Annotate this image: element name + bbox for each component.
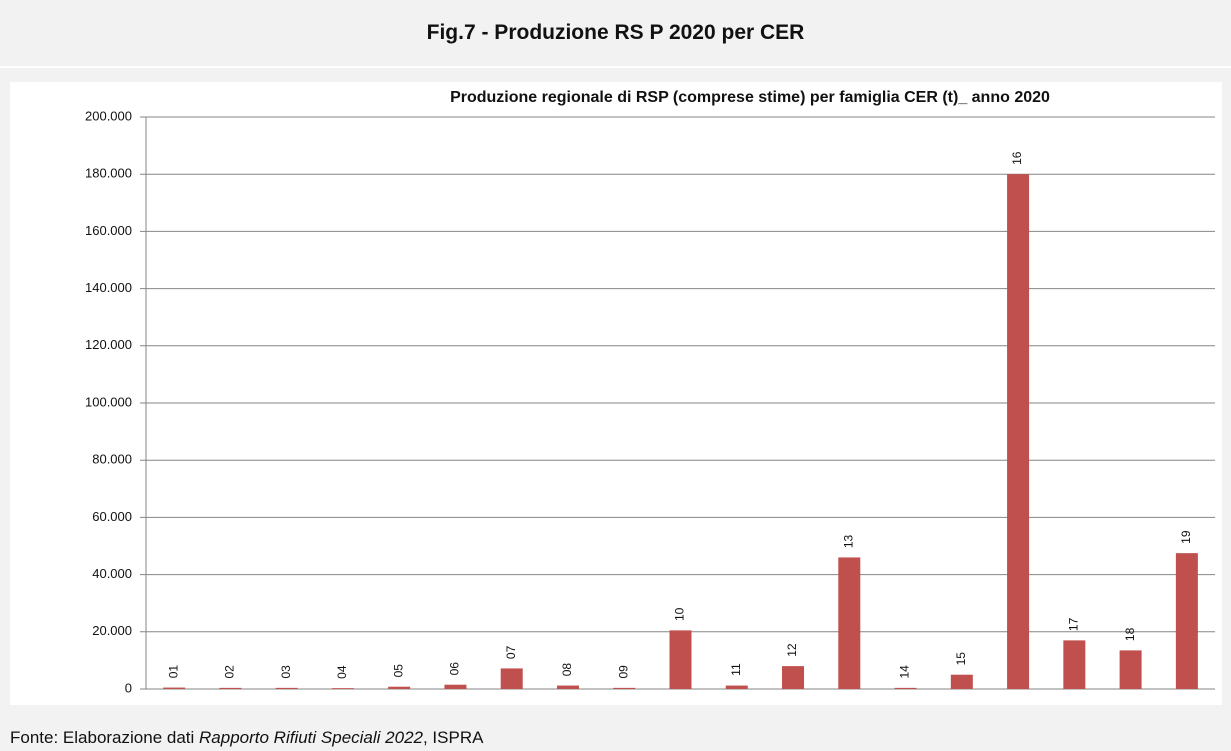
y-tick-label: 80.000 xyxy=(92,452,132,467)
bar xyxy=(1007,174,1030,689)
data-label: 06 xyxy=(448,662,462,676)
y-tick-label: 140.000 xyxy=(85,280,132,295)
y-tick-label: 0 xyxy=(125,680,132,695)
chart-background xyxy=(10,82,1222,705)
bar xyxy=(444,684,467,689)
data-label: 14 xyxy=(898,665,912,679)
data-label: 04 xyxy=(335,665,349,679)
bar xyxy=(613,687,636,689)
bar xyxy=(725,685,748,689)
data-label: 12 xyxy=(785,643,799,657)
y-tick-label: 120.000 xyxy=(85,337,132,352)
data-label: 13 xyxy=(841,534,855,548)
bar xyxy=(219,687,242,689)
y-tick-label: 180.000 xyxy=(85,166,132,181)
header-title: Fig.7 - Produzione RS P 2020 per CER xyxy=(426,21,805,44)
data-label: 07 xyxy=(504,645,518,659)
footer-text: , ISPRA xyxy=(422,728,484,747)
bar xyxy=(838,557,861,689)
data-label: 15 xyxy=(954,652,968,666)
chart-title: Produzione regionale di RSP (comprese st… xyxy=(450,89,1050,106)
data-label: 17 xyxy=(1067,617,1081,631)
bar xyxy=(782,666,805,689)
bar xyxy=(669,630,692,689)
bar xyxy=(500,668,523,689)
y-tick-label: 60.000 xyxy=(92,509,132,524)
y-tick-label: 200.000 xyxy=(85,108,132,123)
data-label: 05 xyxy=(391,664,405,678)
footer-source: Rapporto Rifiuti Speciali 2022 xyxy=(199,728,423,747)
data-label: 10 xyxy=(673,607,687,621)
footer: Fonte: Elaborazione dati Rapporto Rifiut… xyxy=(10,728,483,748)
data-label: 18 xyxy=(1123,627,1137,641)
bar xyxy=(331,688,354,689)
bar xyxy=(894,687,917,689)
bar xyxy=(163,687,186,689)
bar xyxy=(275,687,298,689)
bar xyxy=(556,685,579,689)
chart: Produzione regionale di RSP (comprese st… xyxy=(10,82,1222,705)
data-label: 02 xyxy=(223,665,237,679)
bar xyxy=(1119,650,1142,689)
data-label: 16 xyxy=(1010,151,1024,165)
y-tick-label: 100.000 xyxy=(85,394,132,409)
header: Fig.7 - Produzione RS P 2020 per CER xyxy=(0,0,1231,68)
data-label: 11 xyxy=(729,663,743,676)
bar xyxy=(1063,640,1086,689)
bar xyxy=(388,686,411,689)
y-tick-label: 40.000 xyxy=(92,566,132,581)
data-label: 03 xyxy=(279,665,293,679)
y-tick-label: 20.000 xyxy=(92,623,132,638)
data-label: 01 xyxy=(166,665,180,679)
y-tick-label: 160.000 xyxy=(85,223,132,238)
bar xyxy=(1175,553,1198,689)
data-label: 08 xyxy=(560,663,574,677)
bar xyxy=(950,674,973,689)
data-label: 19 xyxy=(1179,530,1193,544)
footer-text: Fonte: Elaborazione dati xyxy=(10,728,200,747)
data-label: 09 xyxy=(616,665,630,679)
